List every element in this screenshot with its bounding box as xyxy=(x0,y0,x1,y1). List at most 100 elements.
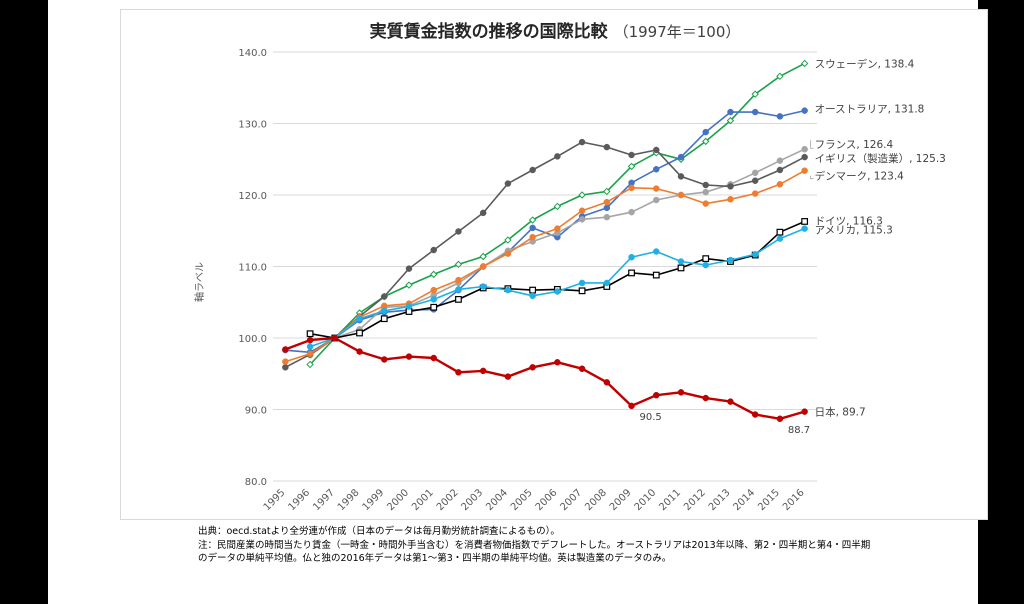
data-point xyxy=(751,177,759,184)
y-axis-label: 軸ラベル xyxy=(193,262,206,302)
data-point xyxy=(751,90,759,98)
series-end-label: 日本, 89.7 xyxy=(815,406,866,419)
data-point xyxy=(702,200,709,207)
data-point xyxy=(801,408,808,415)
series-end-label: フランス, 126.4 xyxy=(815,139,894,151)
data-point xyxy=(603,279,611,287)
footnote-note-line2: のデータの単純平均値。仏と独の2016年データは第1〜第3・四半期の単純平均値。… xyxy=(198,553,672,564)
data-point xyxy=(578,279,586,287)
data-point xyxy=(628,151,635,159)
data-point xyxy=(578,207,586,214)
data-point xyxy=(751,190,759,197)
y-tick-label: 130.0 xyxy=(238,120,267,131)
leader-line xyxy=(810,140,814,149)
data-point xyxy=(430,246,437,254)
x-tick-label: 1997 xyxy=(311,487,337,513)
data-point xyxy=(405,281,413,289)
data-point xyxy=(529,286,537,294)
data-point xyxy=(306,336,314,344)
data-point xyxy=(677,258,685,265)
annotation-label: 90.5 xyxy=(640,412,662,423)
data-point xyxy=(479,209,487,217)
data-point xyxy=(677,173,685,180)
x-tick-label: 2009 xyxy=(608,487,634,513)
series-end-label: アメリカ, 115.3 xyxy=(815,225,893,237)
data-point xyxy=(529,166,536,174)
axes: 80.090.0100.0110.0120.0130.0140.01995199… xyxy=(238,48,806,513)
data-point xyxy=(454,260,463,269)
footnote-source: 出典：oecd.statより全労連が作成（日本のデータは毎月勤労統計調査によるも… xyxy=(198,526,560,537)
data-point xyxy=(677,153,685,161)
data-point xyxy=(430,270,438,279)
data-point xyxy=(405,265,413,272)
data-point xyxy=(331,334,339,342)
data-point xyxy=(528,216,537,224)
data-point xyxy=(727,196,734,203)
data-point xyxy=(702,394,709,402)
data-point xyxy=(653,146,660,154)
data-point xyxy=(306,350,314,357)
data-point xyxy=(628,402,635,410)
data-point xyxy=(702,128,709,136)
series-line xyxy=(309,148,805,356)
data-point xyxy=(751,251,759,258)
line-chart: 80.090.0100.0110.0120.0130.0140.01995199… xyxy=(193,21,946,513)
data-point xyxy=(479,367,487,375)
chart-frame: 80.0 90.0 100.0 110.0 120.0 130.0 140.0 1995 199… xyxy=(120,9,988,520)
data-point xyxy=(529,224,536,232)
x-tick-label: 2002 xyxy=(435,487,461,513)
series-end-label: イギリス（製造業）, 125.3 xyxy=(815,152,946,165)
data-point xyxy=(578,365,586,372)
data-point xyxy=(801,153,808,161)
y-tick-label: 100.0 xyxy=(238,334,267,345)
data-point xyxy=(603,204,611,212)
series-line xyxy=(285,169,805,363)
y-tick-label: 90.0 xyxy=(245,406,267,417)
data-point xyxy=(801,225,808,232)
footnote-note-line1: 注：民間産業の時間当たり賃金（一時金・時間外手当含む）を消費者物価指数でデフレー… xyxy=(198,539,871,551)
series-end-label: スウェーデン, 138.4 xyxy=(815,57,915,70)
data-point xyxy=(306,343,314,350)
y-tick-label: 110.0 xyxy=(238,263,267,274)
data-point xyxy=(578,138,586,146)
data-point xyxy=(653,248,660,255)
data-point xyxy=(776,228,784,236)
data-point xyxy=(776,181,784,188)
data-point xyxy=(727,398,734,405)
x-tick-label: 2006 xyxy=(534,487,560,513)
data-point xyxy=(801,167,808,174)
data-point xyxy=(430,286,437,294)
data-point xyxy=(554,359,561,366)
data-point xyxy=(726,116,735,125)
x-tick-label: 2000 xyxy=(385,487,411,513)
footnotes: 出典：oecd.statより全労連が作成（日本のデータは毎月勤労統計調査によるも… xyxy=(198,525,978,566)
x-tick-label: 1996 xyxy=(286,487,312,513)
data-point xyxy=(702,188,709,196)
chart-title: 実質賃金指数の推移の国際比較 （1997年＝100） xyxy=(370,21,741,42)
data-point xyxy=(677,264,685,272)
data-point xyxy=(479,252,487,261)
data-point xyxy=(653,166,660,173)
data-point xyxy=(653,196,660,204)
data-point xyxy=(702,137,710,146)
x-tick-label: 1998 xyxy=(336,487,362,513)
series-line xyxy=(285,141,805,369)
data-point xyxy=(455,295,462,303)
data-point xyxy=(776,166,784,174)
data-point xyxy=(578,287,586,295)
x-tick-label: 1999 xyxy=(361,487,387,513)
data-point xyxy=(529,233,536,241)
data-point xyxy=(356,329,363,337)
data-point xyxy=(628,253,635,261)
data-point xyxy=(455,369,462,376)
report-panel: 80.0 90.0 100.0 110.0 120.0 130.0 140.0 1995 199… xyxy=(48,0,988,604)
gridlines xyxy=(273,51,817,482)
series-lines xyxy=(282,59,809,423)
data-point xyxy=(677,389,685,396)
data-point xyxy=(381,293,388,300)
data-point xyxy=(603,198,611,206)
data-point xyxy=(751,108,759,116)
data-point xyxy=(751,169,759,177)
data-point xyxy=(430,354,437,362)
data-point xyxy=(554,225,561,232)
